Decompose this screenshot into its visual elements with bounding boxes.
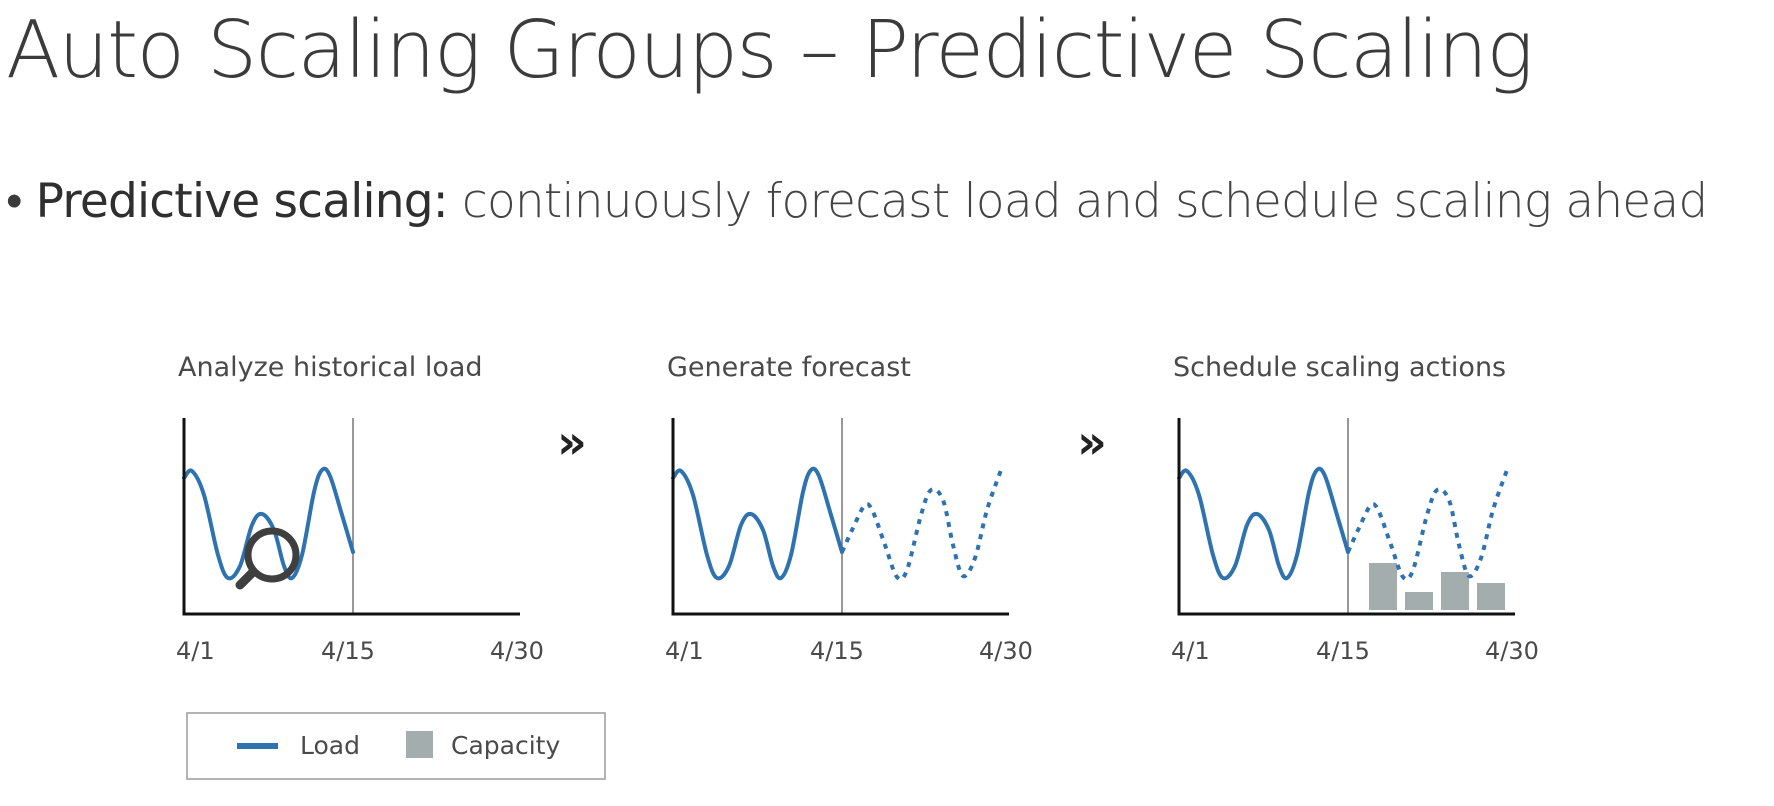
magnifier-icon [235,527,300,590]
x-tick-label: 4/30 [979,637,1033,665]
capacity-bar [1477,583,1505,610]
capacity-bar [1441,572,1469,610]
arrow-icon: » [557,415,587,469]
x-tick-label: 4/15 [810,637,864,665]
load-line-forecast [1346,469,1509,582]
legend-label-capacity: Capacity [451,731,560,760]
diagram-panel-2: Generate forecast 4/1 4/15 4/30 [665,352,1033,665]
x-tick-label: 4/30 [490,637,544,665]
capacity-bar [1369,563,1397,610]
diagram-panel-3: Schedule scaling actions 4/1 4/15 4/30 [1171,352,1539,665]
x-tick-label: 4/15 [1316,637,1370,665]
bullet-dot: • [6,174,22,229]
load-line-historical [671,466,844,581]
x-tick-label: 4/1 [665,637,704,665]
x-tick-label: 4/30 [1485,637,1539,665]
legend: Load Capacity [186,712,606,780]
panel-title: Schedule scaling actions [1173,352,1506,383]
magnifier-handle [235,567,258,590]
x-tick-label: 4/1 [1171,637,1210,665]
panel-title: Analyze historical load [178,352,483,383]
panel-title: Generate forecast [667,352,911,383]
load-line-historical [182,466,355,581]
load-line-historical [1177,466,1350,581]
x-tick-label: 4/15 [321,637,375,665]
bullet-text: continuously forecast load and schedule … [461,174,1708,229]
legend-label-load: Load [300,731,360,760]
arrow-icon: » [1077,415,1107,469]
load-line-forecast [840,469,1003,582]
bullet-lead: Predictive scaling: [35,174,449,229]
capacity-bar [1405,592,1433,610]
legend-swatch-capacity [406,731,433,758]
bullet-point: • Predictive scaling: continuously foreca… [6,172,1708,232]
magnifier-lens [244,527,300,583]
diagram-panel-1: Analyze historical load 4/1 4/15 4/30 [176,352,544,665]
slide-title: Auto Scaling Groups – Predictive Scaling [6,4,1534,96]
x-tick-label: 4/1 [176,637,215,665]
